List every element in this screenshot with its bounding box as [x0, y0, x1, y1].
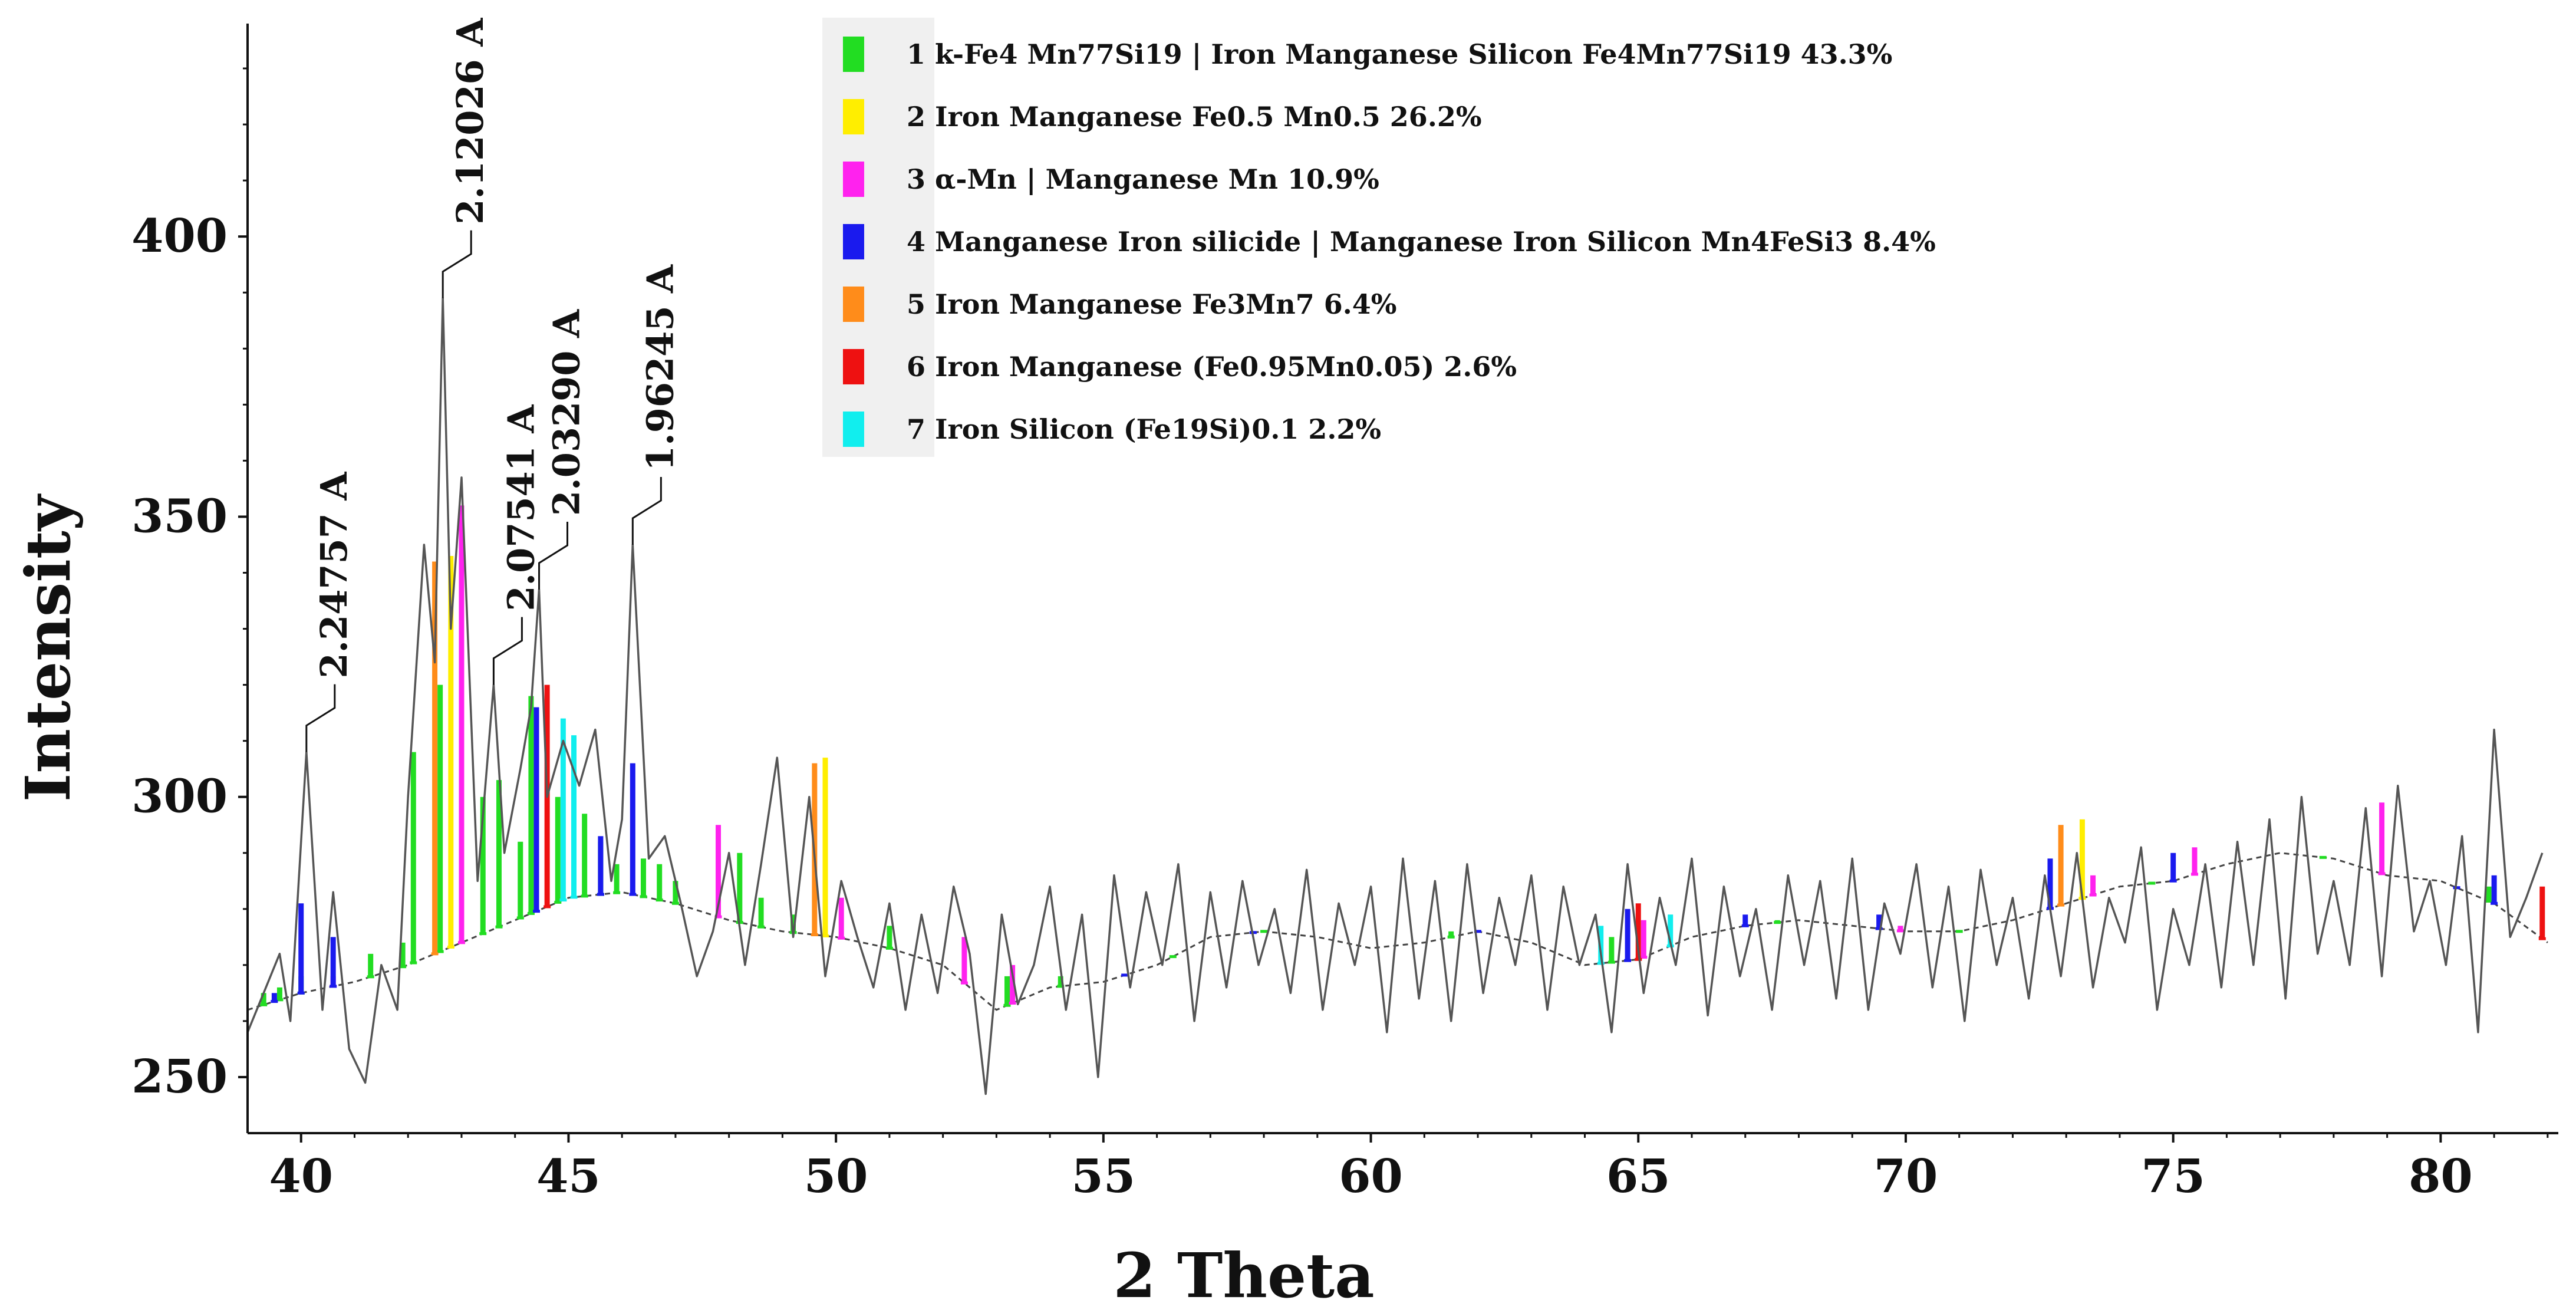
legend-background [822, 18, 934, 457]
legend-swatch-5 [843, 287, 864, 322]
x-axis-title: 2 Theta [1113, 1239, 1374, 1310]
x-tick-label: 70 [1874, 1150, 1938, 1203]
y-tick-label: 250 [131, 1050, 228, 1104]
y-tick-label: 400 [131, 209, 228, 263]
legend: 1 k-Fe4 Mn77Si19 | Iron Manganese Silico… [822, 18, 1936, 457]
peak-label: 2.24757 A [312, 472, 355, 679]
peak-leader-line [492, 617, 523, 685]
x-tick-label: 75 [2141, 1150, 2205, 1203]
peak-label: 2.07541 A [499, 404, 542, 611]
y-axis-title: Intensity [12, 493, 84, 802]
legend-swatch-7 [843, 412, 864, 447]
y-ticks: 250 300 350 400 [131, 67, 248, 1104]
x-tick-label: 80 [2409, 1150, 2473, 1203]
x-tick-label: 40 [269, 1150, 333, 1203]
peak-label: 2.12026 A [449, 18, 492, 225]
observed-pattern-layer [246, 297, 2544, 1095]
legend-label-3: 3 α-Mn | Manganese Mn 10.9% [907, 163, 1379, 195]
observed-pattern-line [246, 297, 2544, 1095]
x-ticks: 40 45 50 55 60 65 70 75 80 [269, 1133, 2549, 1203]
peak-leader-line [631, 476, 662, 545]
legend-label-4: 4 Manganese Iron silicide | Manganese Ir… [907, 226, 1936, 258]
legend-label-5: 5 Iron Manganese Fe3Mn7 6.4% [907, 288, 1396, 320]
legend-label-7: 7 Iron Silicon (Fe19Si)0.1 2.2% [907, 413, 1381, 445]
legend-swatch-1 [843, 37, 864, 72]
legend-label-1: 1 k-Fe4 Mn77Si19 | Iron Manganese Silico… [907, 38, 1892, 70]
legend-swatch-3 [843, 162, 864, 197]
peak-leader-line [305, 684, 336, 752]
y-tick-label: 350 [131, 489, 228, 543]
legend-label-2: 2 Iron Manganese Fe0.5 Mn0.5 26.2% [907, 101, 1482, 133]
x-tick-label: 55 [1072, 1150, 1136, 1203]
peak-leader-line [442, 230, 472, 298]
x-tick-label: 65 [1606, 1150, 1671, 1203]
peak-leader-line [538, 522, 569, 590]
legend-swatch-2 [843, 99, 864, 134]
x-tick-label: 60 [1339, 1150, 1403, 1203]
peak-label: 2.03290 A [545, 309, 588, 516]
background-curve-layer [247, 852, 2548, 1011]
legend-label-6: 6 Iron Manganese (Fe0.95Mn0.05) 2.6% [907, 351, 1517, 383]
legend-swatch-6 [843, 349, 864, 384]
background-curve [247, 852, 2548, 1011]
x-tick-label: 50 [804, 1150, 868, 1203]
peak-annotations-layer: 2.24757 A 2.12026 A 2.07541 A 2.03290 A 1.96… [305, 18, 681, 752]
y-tick-label: 300 [131, 770, 228, 824]
x-tick-label: 45 [536, 1150, 601, 1203]
legend-swatch-4 [843, 224, 864, 259]
peak-label: 1.96245 A [638, 264, 681, 471]
